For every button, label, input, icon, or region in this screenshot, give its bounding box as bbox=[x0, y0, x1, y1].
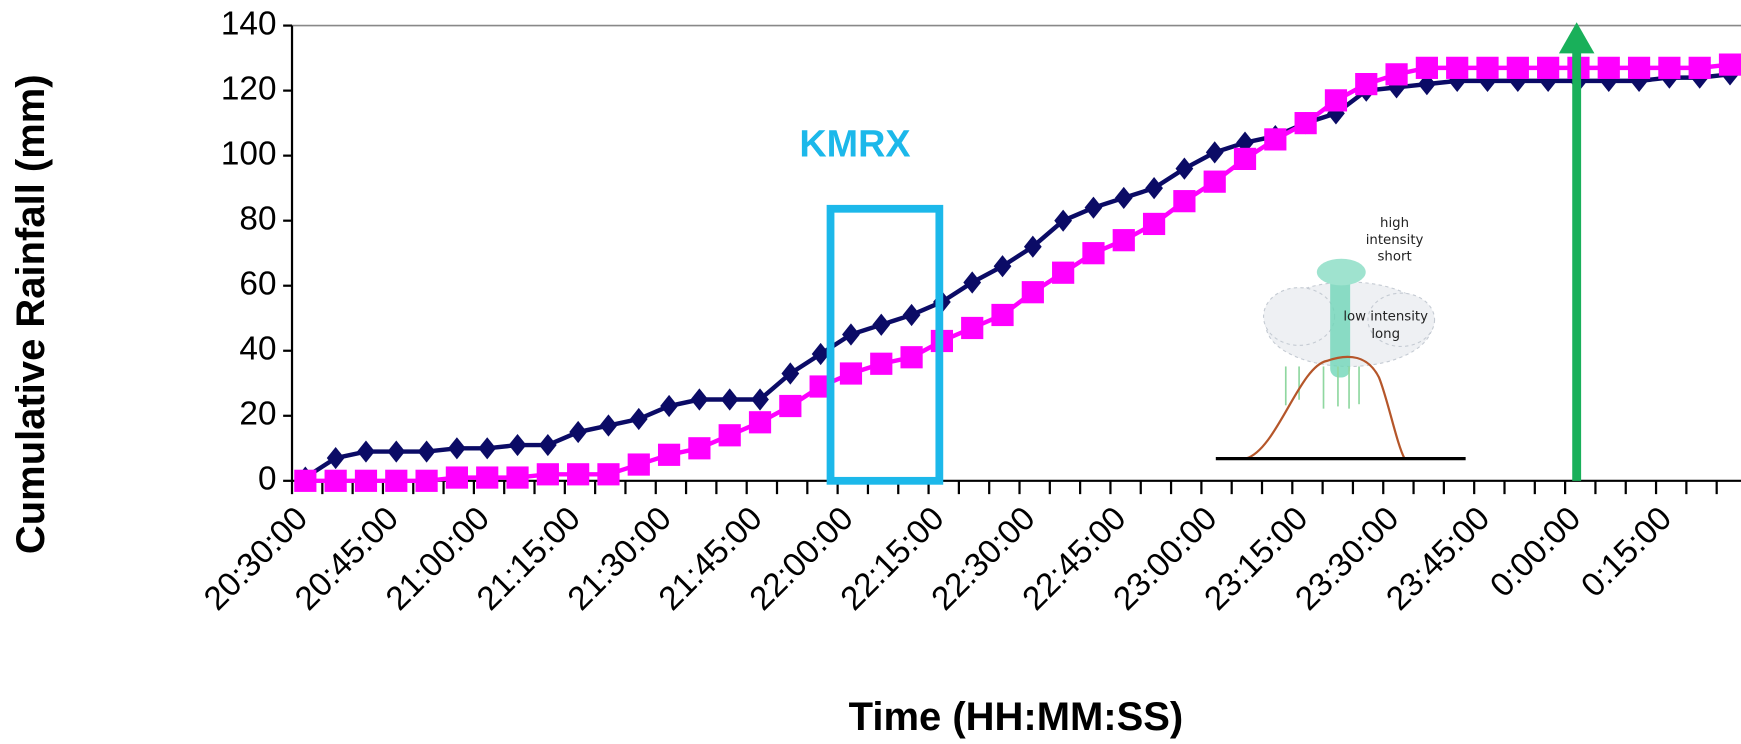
marker-square bbox=[415, 469, 438, 492]
annotation-label: KMRX bbox=[799, 123, 910, 165]
inset-label: high bbox=[1380, 216, 1409, 231]
arrow-head bbox=[1558, 22, 1595, 54]
x-tick-label: 0:00:00 bbox=[1483, 500, 1588, 605]
marker-square bbox=[1082, 242, 1105, 265]
marker-diamond bbox=[751, 388, 769, 411]
marker-square bbox=[1476, 56, 1499, 79]
marker-diamond bbox=[508, 433, 527, 457]
marker-diamond bbox=[1145, 177, 1163, 200]
marker-diamond bbox=[872, 313, 891, 336]
marker-square bbox=[1537, 56, 1560, 79]
marker-square bbox=[839, 362, 863, 385]
marker-square bbox=[1385, 63, 1408, 86]
marker-diamond bbox=[326, 446, 345, 470]
marker-diamond bbox=[417, 440, 436, 463]
marker-diamond bbox=[1175, 157, 1194, 180]
y-tick-label: 80 bbox=[239, 200, 276, 237]
marker-square bbox=[718, 424, 741, 447]
inset-label: intensity bbox=[1366, 233, 1424, 248]
marker-square bbox=[1415, 56, 1438, 79]
marker-square bbox=[961, 316, 984, 340]
marker-square bbox=[809, 375, 832, 398]
marker-square bbox=[445, 466, 469, 489]
marker-square bbox=[294, 469, 317, 492]
marker-square bbox=[779, 394, 802, 418]
marker-square bbox=[1294, 112, 1317, 135]
marker-square bbox=[1112, 229, 1135, 252]
x-tick-label: 0:15:00 bbox=[1574, 500, 1679, 605]
marker-diamond bbox=[448, 437, 466, 460]
marker-diamond bbox=[478, 437, 497, 460]
x-axis-title: Time (HH:MM:SS) bbox=[849, 695, 1184, 739]
marker-square bbox=[1688, 56, 1711, 79]
marker-square bbox=[991, 303, 1014, 327]
series-line bbox=[304, 72, 1731, 480]
marker-diamond bbox=[1205, 141, 1224, 164]
marker-square bbox=[1052, 261, 1075, 284]
marker-diamond bbox=[690, 388, 709, 411]
marker-diamond bbox=[811, 342, 830, 366]
marker-square bbox=[1597, 56, 1620, 79]
marker-square bbox=[1446, 56, 1469, 79]
marker-diamond bbox=[538, 433, 557, 457]
marker-square bbox=[385, 469, 408, 492]
marker-diamond bbox=[569, 420, 588, 444]
marker-diamond bbox=[629, 407, 648, 431]
marker-square bbox=[476, 466, 499, 489]
inset-label: low intensity bbox=[1343, 309, 1428, 324]
marker-square bbox=[1142, 212, 1166, 236]
marker-diamond bbox=[1023, 235, 1042, 258]
marker-square bbox=[1718, 53, 1741, 76]
marker-square bbox=[1506, 56, 1529, 79]
marker-diamond bbox=[599, 414, 618, 437]
marker-square bbox=[627, 453, 650, 476]
marker-diamond bbox=[1084, 196, 1103, 219]
marker-square bbox=[354, 469, 378, 492]
marker-square bbox=[597, 463, 620, 486]
marker-square bbox=[688, 437, 711, 460]
marker-square bbox=[506, 466, 529, 489]
y-tick-label: 60 bbox=[239, 266, 276, 303]
marker-diamond bbox=[902, 303, 921, 327]
y-tick-label: 120 bbox=[221, 70, 277, 107]
marker-diamond bbox=[387, 440, 406, 463]
marker-square bbox=[1233, 147, 1257, 170]
marker-square bbox=[900, 346, 923, 369]
inset-illustration bbox=[1215, 258, 1466, 461]
marker-diamond bbox=[720, 388, 739, 411]
marker-square bbox=[1627, 56, 1651, 79]
y-tick-label: 100 bbox=[221, 135, 277, 172]
marker-square bbox=[657, 443, 681, 466]
marker-diamond bbox=[781, 362, 800, 385]
marker-diamond bbox=[1114, 186, 1133, 210]
marker-diamond bbox=[357, 440, 375, 463]
y-tick-label: 40 bbox=[239, 331, 276, 368]
marker-square bbox=[1324, 89, 1348, 112]
marker-diamond bbox=[993, 255, 1012, 278]
marker-square bbox=[1355, 73, 1378, 96]
marker-square bbox=[324, 469, 347, 492]
marker-square bbox=[536, 463, 559, 486]
marker-square bbox=[748, 411, 772, 434]
marker-diamond bbox=[842, 323, 860, 346]
marker-square bbox=[567, 463, 590, 486]
y-tick-label: 0 bbox=[258, 461, 277, 498]
y-tick-label: 20 bbox=[239, 396, 276, 433]
marker-diamond bbox=[963, 271, 982, 294]
marker-square bbox=[1658, 56, 1681, 79]
marker-diamond bbox=[660, 394, 678, 418]
marker-square bbox=[1203, 170, 1226, 193]
y-axis-title: Cumulative Rainfall (mm) bbox=[9, 74, 53, 554]
series-line bbox=[305, 62, 1731, 484]
marker-square bbox=[1173, 190, 1196, 213]
marker-square bbox=[1264, 128, 1287, 151]
inset-label: long bbox=[1371, 327, 1400, 342]
y-tick-label: 140 bbox=[221, 5, 277, 42]
marker-square bbox=[1021, 281, 1044, 304]
inset-label: short bbox=[1377, 250, 1411, 265]
highlight-box bbox=[826, 204, 944, 485]
marker-square bbox=[870, 352, 893, 375]
